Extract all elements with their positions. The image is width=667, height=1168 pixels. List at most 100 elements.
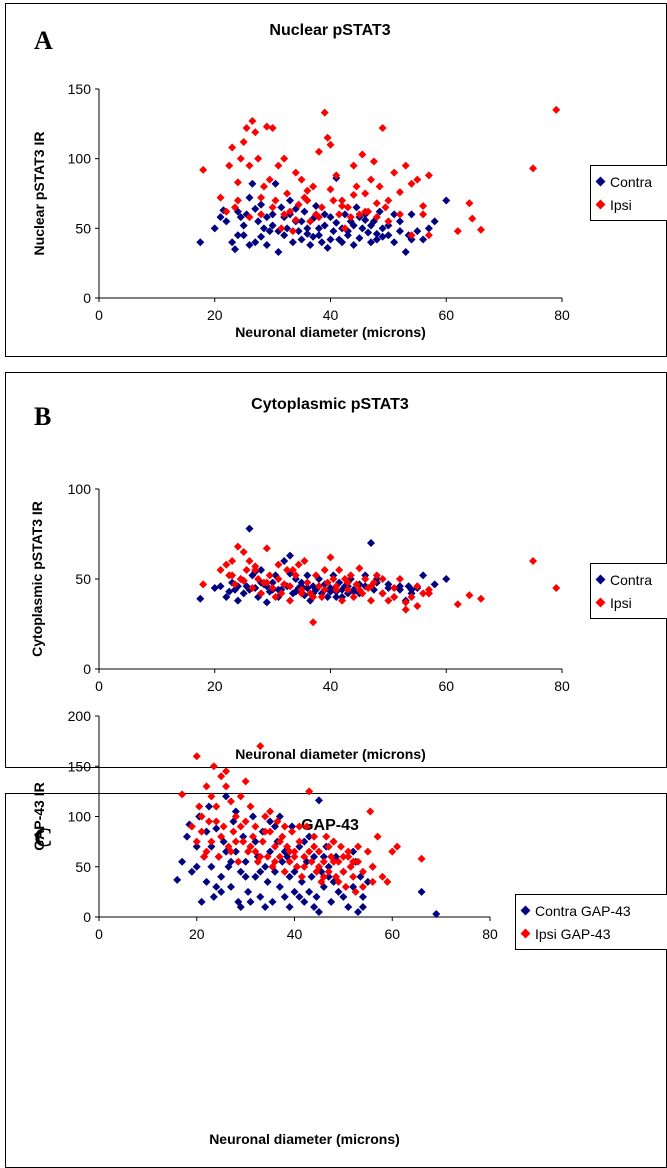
data-point [314, 224, 323, 233]
data-point [363, 847, 372, 856]
data-point [262, 122, 271, 131]
data-point [224, 842, 233, 851]
data-point [251, 822, 260, 831]
data-point [285, 847, 294, 856]
data-point [244, 887, 253, 896]
panel-letter: B [34, 402, 52, 431]
data-point [319, 882, 328, 891]
data-point [245, 557, 254, 565]
data-point [297, 217, 306, 226]
data-point [361, 575, 370, 583]
data-point [288, 822, 297, 831]
data-point [222, 560, 231, 569]
data-point [368, 862, 377, 871]
data-point [280, 580, 289, 589]
x-tick-label: 80 [482, 926, 498, 942]
data-point [358, 882, 367, 891]
scatter-plot: 0 20 40 60 80 0 50 100 Neuronal diameter (micron… [29, 481, 570, 762]
data-point [277, 224, 286, 233]
data-point [432, 909, 441, 918]
data-point [383, 877, 392, 886]
data-point [210, 224, 219, 233]
data-point [307, 872, 316, 881]
data-point [334, 877, 343, 886]
data-point [295, 837, 304, 846]
data-point [320, 566, 329, 574]
data-point [352, 203, 361, 212]
data-point [277, 203, 286, 212]
data-point [233, 542, 242, 551]
data-point [216, 213, 225, 222]
data-point [274, 575, 283, 583]
data-point [367, 175, 376, 184]
data-point [246, 802, 255, 811]
data-point [197, 812, 206, 821]
legend: Contra Ipsi [590, 165, 667, 221]
data-point [349, 241, 358, 250]
data-point [355, 585, 364, 594]
data-point [256, 852, 265, 861]
data-point [202, 827, 211, 836]
data-point [401, 605, 410, 614]
data-point [283, 566, 292, 574]
data-point [339, 892, 348, 901]
data-point [326, 553, 335, 562]
data-point [349, 872, 358, 881]
data-point [217, 772, 226, 781]
data-point [202, 877, 211, 886]
data-point [324, 842, 333, 851]
data-point [212, 817, 221, 826]
data-point [245, 241, 254, 250]
data-point [366, 807, 375, 816]
data-point [288, 227, 297, 236]
data-point [329, 196, 338, 205]
data-point [314, 213, 323, 222]
data-point [407, 231, 416, 240]
data-point [375, 182, 384, 191]
data-point [277, 589, 286, 598]
data-point [192, 837, 201, 846]
data-point [256, 892, 265, 901]
plot-group: 0 20 40 60 80 0 50 100 150 200 Neuronal diameter (… [31, 708, 498, 1147]
data-point [229, 827, 238, 836]
data-point [288, 827, 297, 836]
data-point [231, 580, 240, 589]
data-point [246, 842, 255, 851]
data-point [216, 193, 225, 202]
y-tick-label: 0 [83, 909, 91, 925]
panel-c: C GAP-43 0 20 40 60 80 0 50 100 150 200 Neuronal d… [0, 708, 667, 1168]
x-tick-label: 60 [384, 926, 400, 942]
data-point [268, 210, 277, 219]
legend: Contra Ipsi [590, 563, 667, 619]
scatter-plot: 0 20 40 60 80 0 50 100 150 200 Neuronal diameter (… [31, 708, 498, 1147]
data-point [401, 161, 410, 170]
x-axis-label: Neuronal diameter (microns) [235, 746, 426, 762]
data-point [262, 578, 271, 587]
data-point [367, 596, 376, 605]
legend-label: Ipsi [610, 595, 632, 611]
data-point [268, 203, 277, 212]
data-point [419, 202, 428, 211]
data-point [251, 238, 260, 247]
data-point [266, 827, 275, 836]
data-point [319, 857, 328, 866]
data-point [407, 235, 416, 244]
data-point [338, 238, 347, 247]
data-point [265, 227, 274, 236]
data-point [314, 582, 323, 591]
data-point [442, 575, 451, 583]
data-point [329, 857, 338, 866]
data-point [283, 224, 292, 233]
data-point [305, 787, 314, 796]
data-point [529, 164, 538, 173]
data-point [305, 832, 314, 841]
data-point [270, 822, 279, 831]
data-point [236, 154, 245, 163]
data-point [332, 852, 341, 861]
data-point [297, 175, 306, 184]
data-point [236, 867, 245, 876]
data-point [262, 213, 271, 222]
data-point [219, 822, 228, 831]
data-point [300, 207, 309, 216]
data-point [320, 108, 329, 117]
